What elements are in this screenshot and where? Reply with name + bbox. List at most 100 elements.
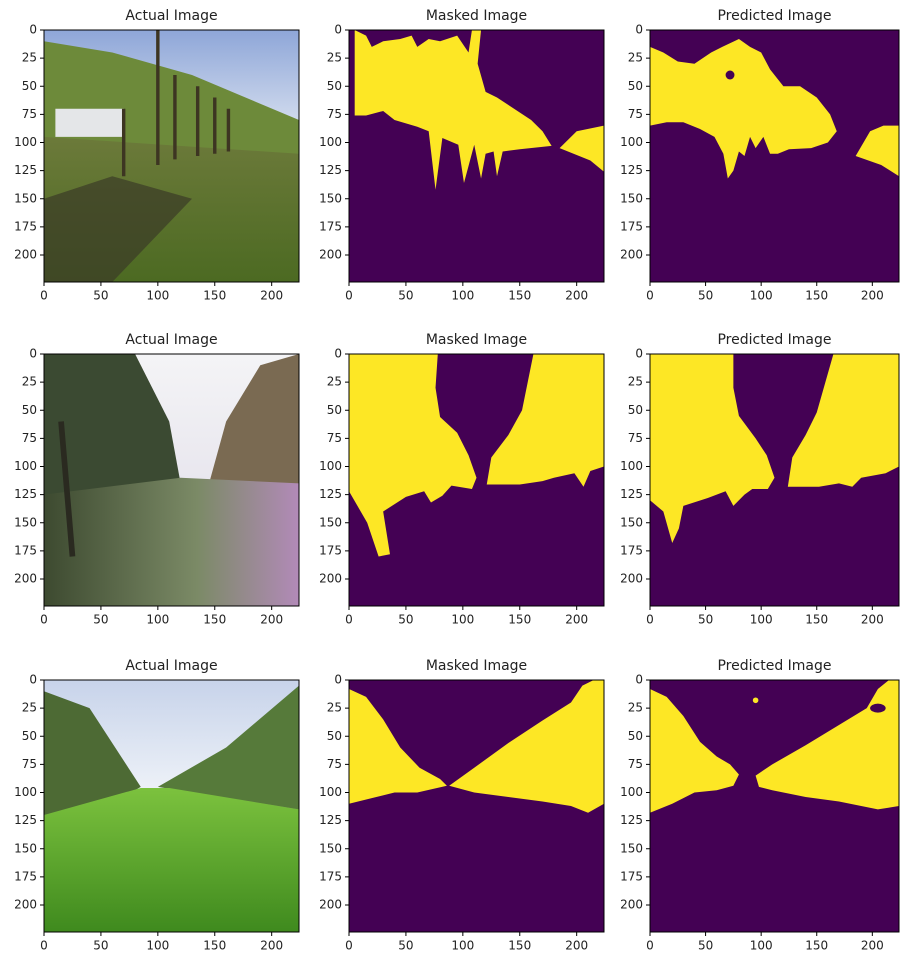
y-tick-label: 150 — [620, 515, 643, 529]
y-tick-label: 0 — [334, 347, 342, 361]
x-tick-label: 200 — [260, 939, 283, 953]
image-content — [44, 30, 299, 282]
mask-hole — [870, 704, 886, 713]
y-tick-label: 75 — [628, 431, 643, 445]
photo-ground — [44, 788, 299, 932]
y-tick-label: 150 — [14, 841, 37, 855]
y-tick-label: 0 — [635, 347, 643, 361]
x-tick-label: 0 — [646, 289, 654, 303]
x-tick-label: 50 — [93, 289, 108, 303]
y-tick-label: 200 — [319, 898, 342, 912]
y-tick-label: 25 — [327, 375, 342, 389]
y-tick-label: 75 — [22, 431, 37, 445]
x-tick-label: 50 — [398, 613, 413, 627]
x-tick-label: 100 — [750, 289, 773, 303]
subplot-title: Masked Image — [426, 658, 527, 674]
y-tick-label: 100 — [620, 459, 643, 473]
y-tick-label: 25 — [22, 375, 37, 389]
y-tick-label: 150 — [319, 191, 342, 205]
x-tick-label: 200 — [260, 613, 283, 627]
y-tick-label: 50 — [628, 403, 643, 417]
x-tick-label: 0 — [345, 289, 353, 303]
subplot-title: Actual Image — [125, 658, 217, 674]
x-tick-label: 100 — [451, 613, 474, 627]
mask-spot — [753, 697, 759, 703]
x-tick-label: 200 — [861, 613, 884, 627]
y-tick-label: 25 — [628, 375, 643, 389]
x-tick-label: 100 — [146, 939, 169, 953]
x-tick-label: 200 — [565, 289, 588, 303]
y-tick-label: 150 — [620, 841, 643, 855]
y-tick-label: 75 — [22, 757, 37, 771]
y-tick-label: 0 — [635, 673, 643, 687]
image-area — [349, 354, 604, 606]
image-area — [44, 354, 299, 606]
x-tick-label: 50 — [398, 289, 413, 303]
y-tick-label: 75 — [628, 757, 643, 771]
y-tick-label: 25 — [22, 701, 37, 715]
y-tick-label: 125 — [319, 813, 342, 827]
y-tick-label: 125 — [14, 163, 37, 177]
x-tick-label: 50 — [93, 939, 108, 953]
y-tick-label: 25 — [628, 51, 643, 65]
x-tick-label: 100 — [451, 939, 474, 953]
subplot: Predicted Image0501001502000255075100125… — [620, 658, 899, 953]
subplot-title: Predicted Image — [717, 332, 831, 348]
subplot-title: Masked Image — [426, 8, 527, 24]
x-tick-label: 50 — [93, 613, 108, 627]
y-tick-label: 125 — [319, 163, 342, 177]
x-tick-label: 200 — [861, 939, 884, 953]
y-tick-label: 125 — [319, 487, 342, 501]
x-tick-label: 150 — [203, 939, 226, 953]
mask-hole — [726, 71, 735, 80]
photo-building — [55, 109, 123, 137]
y-tick-label: 50 — [22, 729, 37, 743]
image-area — [44, 680, 299, 932]
y-tick-label: 50 — [22, 403, 37, 417]
y-tick-label: 0 — [334, 673, 342, 687]
y-tick-label: 150 — [14, 515, 37, 529]
subplot-title: Predicted Image — [717, 8, 831, 24]
y-tick-label: 0 — [29, 347, 37, 361]
y-tick-label: 175 — [14, 543, 37, 557]
y-tick-label: 50 — [327, 729, 342, 743]
y-tick-label: 25 — [22, 51, 37, 65]
y-tick-label: 100 — [319, 459, 342, 473]
y-tick-label: 75 — [327, 757, 342, 771]
image-area — [349, 30, 604, 282]
x-tick-label: 0 — [646, 613, 654, 627]
x-tick-label: 100 — [750, 939, 773, 953]
x-tick-label: 150 — [805, 289, 828, 303]
y-tick-label: 0 — [29, 23, 37, 37]
x-tick-label: 50 — [698, 613, 713, 627]
y-tick-label: 75 — [628, 107, 643, 121]
x-tick-label: 150 — [203, 289, 226, 303]
subplot: Actual Image0501001502000255075100125150… — [14, 332, 299, 627]
y-tick-label: 200 — [14, 898, 37, 912]
subplot-title: Masked Image — [426, 332, 527, 348]
y-tick-label: 175 — [319, 219, 342, 233]
figure: Actual Image 0 50 100 150 200 0 25 50 75 100 125 150… — [0, 0, 903, 957]
y-tick-label: 200 — [620, 898, 643, 912]
y-tick-label: 150 — [319, 515, 342, 529]
y-tick-label: 175 — [14, 219, 37, 233]
x-tick-label: 0 — [345, 613, 353, 627]
y-tick-label: 100 — [14, 135, 37, 149]
x-tick-label: 150 — [508, 939, 531, 953]
y-tick-label: 125 — [620, 163, 643, 177]
y-tick-label: 125 — [620, 813, 643, 827]
y-tick-label: 150 — [319, 841, 342, 855]
y-tick-label: 100 — [14, 459, 37, 473]
y-tick-label: 100 — [14, 785, 37, 799]
y-tick-label: 200 — [14, 248, 37, 262]
y-tick-label: 75 — [327, 107, 342, 121]
x-tick-label: 0 — [40, 289, 48, 303]
x-tick-label: 0 — [40, 613, 48, 627]
x-tick-label: 0 — [345, 939, 353, 953]
y-tick-label: 125 — [620, 487, 643, 501]
y-tick-label: 175 — [319, 543, 342, 557]
x-tick-label: 150 — [805, 939, 828, 953]
